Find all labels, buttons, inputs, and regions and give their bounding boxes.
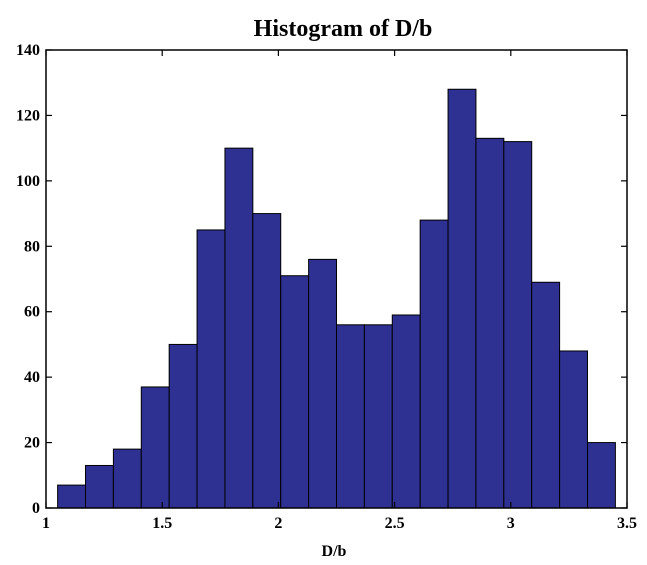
histogram-bar-19 — [559, 350, 588, 509]
histogram-bar-18 — [531, 281, 561, 509]
y-tick-label: 140 — [16, 42, 40, 59]
x-tick-label: 1 — [42, 515, 50, 532]
y-tick-label: 80 — [24, 238, 40, 255]
y-tick-label: 120 — [16, 107, 40, 124]
y-tick-label: 40 — [24, 369, 40, 386]
x-tick-label: 2.5 — [385, 515, 405, 532]
histogram-bar-3 — [112, 448, 142, 509]
y-tick-label: 100 — [16, 173, 40, 190]
histogram-bar-17 — [503, 141, 533, 509]
y-tick-label: 60 — [24, 304, 40, 321]
histogram-bar-16 — [475, 137, 505, 509]
histogram-bar-10 — [308, 258, 337, 509]
y-tick-label: 0 — [32, 500, 40, 517]
histogram-bar-5 — [168, 343, 198, 509]
histogram-bar-6 — [196, 229, 226, 509]
histogram-bar-15 — [447, 88, 477, 509]
histogram-bar-1 — [57, 484, 87, 509]
x-tick-label: 3 — [507, 515, 515, 532]
histogram-bar-4 — [140, 386, 170, 509]
histogram-bar-11 — [336, 324, 365, 509]
histogram-bar-13 — [391, 314, 421, 509]
histogram-bar-7 — [224, 147, 254, 509]
histogram-bar-12 — [363, 324, 393, 509]
histogram-bar-8 — [252, 213, 282, 509]
y-tick-label: 20 — [24, 435, 40, 452]
histogram-bar-2 — [85, 464, 114, 509]
x-tick-label: 1.5 — [152, 515, 172, 532]
chart-title: Histogram of D/b — [254, 16, 433, 42]
ticks-layer: 1 1.5 2 2.5 3 3.5 0 20 40 60 80 100 120 140 — [16, 42, 637, 532]
bars-layer — [57, 88, 616, 509]
histogram-bar-9 — [280, 275, 310, 509]
histogram-bar-14 — [419, 219, 449, 509]
plot-frame — [45, 49, 628, 509]
x-tick-label: 3.5 — [617, 515, 637, 532]
histogram-bar-20 — [586, 442, 616, 509]
x-tick-label: 2 — [274, 515, 282, 532]
x-axis-label: D/b — [322, 543, 347, 560]
